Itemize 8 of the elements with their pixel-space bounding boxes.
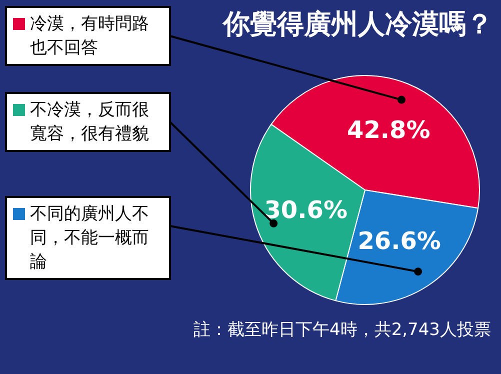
data-label: 42.8% [347,116,430,144]
data-label: 26.6% [358,227,441,256]
legend-label: 不冷漠，反而很寬容，很有禮貌 [30,99,150,146]
text: 註：截至昨日下午4時，共2,743人投票 [194,319,491,341]
legend-label: 冷漠，有時問路也不回答 [30,13,150,60]
chart-title: 你覺得廣州人冷漠嗎？ [223,8,493,42]
data-label: 30.6% [264,196,348,224]
legend-label: 不同的廣州人不同，不能一概而論 [30,203,150,274]
